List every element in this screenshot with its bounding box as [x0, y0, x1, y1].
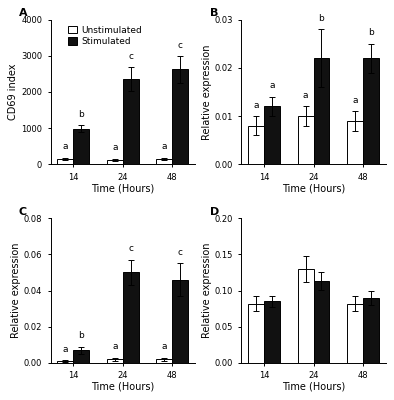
Y-axis label: Relative expression: Relative expression [11, 243, 21, 338]
Text: b: b [78, 331, 84, 340]
Bar [248, 126, 264, 164]
Bar [297, 269, 314, 363]
X-axis label: Time (Hours): Time (Hours) [282, 183, 345, 193]
Text: a: a [162, 342, 167, 351]
Bar [173, 70, 188, 164]
Bar [363, 298, 379, 363]
Bar [156, 359, 173, 363]
Bar [173, 280, 188, 363]
Text: b: b [78, 110, 84, 119]
Bar [248, 304, 264, 363]
Legend: Unstimulated, Stimulated: Unstimulated, Stimulated [67, 24, 144, 48]
Text: C: C [19, 206, 27, 216]
Bar [73, 129, 89, 164]
Text: a: a [253, 100, 258, 110]
Bar [348, 304, 363, 363]
Y-axis label: Relative expression: Relative expression [202, 44, 212, 140]
Text: D: D [210, 206, 219, 216]
Text: a: a [112, 342, 117, 351]
Bar [264, 106, 280, 164]
Bar [314, 58, 329, 164]
Text: a: a [303, 91, 309, 100]
Text: c: c [128, 52, 133, 61]
X-axis label: Time (Hours): Time (Hours) [91, 183, 154, 193]
Bar [123, 272, 139, 363]
Text: a: a [162, 142, 167, 151]
Text: c: c [178, 248, 183, 257]
Text: a: a [62, 345, 68, 354]
Bar [297, 116, 314, 164]
Text: a: a [112, 143, 117, 152]
Text: a: a [62, 142, 68, 151]
Text: a: a [353, 96, 358, 105]
Bar [123, 79, 139, 164]
Bar [156, 159, 173, 164]
Bar [107, 359, 123, 363]
X-axis label: Time (Hours): Time (Hours) [282, 382, 345, 392]
X-axis label: Time (Hours): Time (Hours) [91, 382, 154, 392]
Bar [57, 361, 73, 363]
Text: B: B [210, 8, 218, 18]
Text: c: c [128, 244, 133, 253]
Bar [314, 281, 329, 363]
Bar [348, 121, 363, 164]
Text: b: b [368, 28, 374, 37]
Bar [73, 350, 89, 363]
Bar [57, 159, 73, 164]
Y-axis label: Relative expression: Relative expression [202, 243, 212, 338]
Text: A: A [19, 8, 28, 18]
Text: a: a [269, 81, 275, 90]
Text: b: b [319, 14, 324, 23]
Text: c: c [178, 40, 183, 50]
Bar [107, 160, 123, 164]
Bar [264, 302, 280, 363]
Bar [363, 58, 379, 164]
Y-axis label: CD69 index: CD69 index [8, 64, 19, 120]
